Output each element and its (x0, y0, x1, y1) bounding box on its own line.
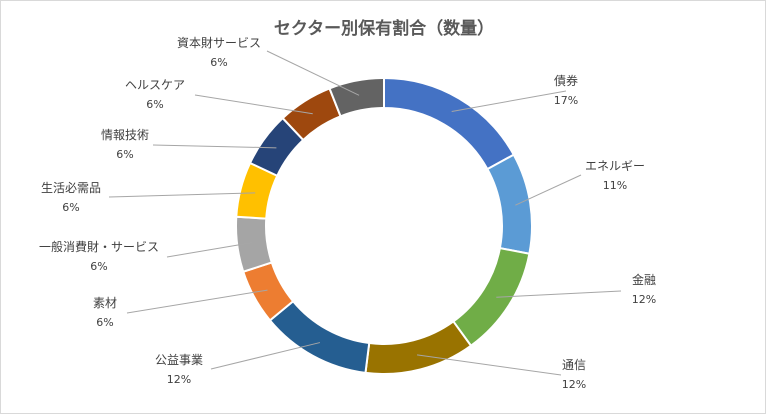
slice-value-label-1: 17% (554, 94, 578, 107)
slice-category-label-3: 金融 (632, 272, 656, 287)
slice-value-label-4: 12% (562, 378, 586, 391)
doughnut-slice-1 (383, 76, 516, 171)
slices-group (235, 76, 533, 375)
slice-category-label-1: 債券 (554, 73, 578, 88)
slice-category-label-7: 一般消費財・サービス (39, 239, 159, 254)
slice-category-label-2: エネルギー (585, 159, 645, 173)
chart-title: セクター別保有割合（数量） (274, 18, 494, 39)
slice-category-label-11: 資本財サービス (177, 35, 261, 50)
slice-category-label-5: 公益事業 (155, 353, 203, 367)
leader-lines-group (108, 50, 622, 376)
leader-line-7 (166, 242, 253, 258)
slice-value-label-7: 6% (90, 260, 107, 273)
leader-line-4 (417, 354, 562, 376)
data-labels-group: 債券 17% エネルギー 11% 金融 12% 通信 12% 公益事業 12% 素材 6% 一般消費財・… (39, 35, 656, 391)
doughnut-slice-4 (364, 320, 473, 375)
slice-value-label-3: 12% (632, 293, 656, 306)
leader-line-3 (496, 290, 622, 298)
slice-value-label-11: 6% (210, 56, 227, 69)
leader-line-10 (194, 94, 313, 115)
slice-value-label-5: 12% (167, 373, 191, 386)
slice-category-label-4: 通信 (562, 358, 586, 372)
doughnut-slice-2 (486, 153, 533, 255)
leader-line-2 (515, 174, 582, 206)
slice-value-label-8: 6% (62, 201, 79, 214)
slice-category-label-8: 生活必需品 (41, 181, 101, 195)
slice-value-label-10: 6% (146, 98, 163, 111)
leader-line-5 (210, 342, 321, 370)
slice-value-label-9: 6% (116, 148, 133, 161)
leader-line-6 (126, 289, 268, 314)
leader-line-8 (108, 192, 256, 198)
slice-value-label-6: 6% (96, 316, 113, 329)
slice-category-label-9: 情報技術 (101, 128, 149, 142)
doughnut-slice-5 (268, 299, 371, 374)
slice-category-label-6: 素材 (93, 296, 117, 310)
slice-category-label-10: ヘルスケア (125, 78, 185, 92)
slice-value-label-2: 11% (603, 179, 627, 192)
doughnut-slice-11 (328, 76, 385, 118)
leader-line-1 (451, 90, 567, 113)
doughnut-slice-3 (451, 246, 531, 348)
leader-line-9 (152, 144, 277, 149)
leader-line-11 (266, 50, 360, 96)
